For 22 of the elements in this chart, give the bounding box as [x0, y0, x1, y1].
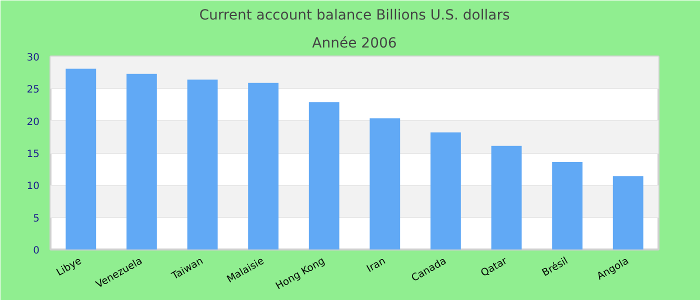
chart-subtitle: Année 2006: [312, 36, 397, 52]
y-tick-label: 10: [26, 181, 40, 192]
x-tick-label: Libye: [54, 256, 84, 279]
bar: [491, 146, 522, 250]
x-tick-label: Iran: [365, 256, 388, 275]
y-tick-label: 30: [26, 52, 40, 64]
bar: [552, 162, 582, 250]
y-tick-label: 5: [33, 213, 40, 224]
bar: [66, 68, 96, 250]
bar: [612, 176, 644, 250]
bar: [126, 74, 157, 250]
y-tick-label: 0: [33, 246, 40, 256]
bar: [308, 102, 340, 250]
y-tick-label: 25: [26, 84, 40, 96]
bar: [430, 132, 461, 250]
bar: [187, 80, 218, 250]
y-tick-label: 15: [26, 149, 40, 160]
x-tick-label: Hong Kong: [274, 256, 327, 292]
chart-title: Current account balance Billions U.S. dollars: [199, 8, 510, 24]
y-tick-label: 20: [26, 116, 40, 128]
bar: [370, 118, 400, 250]
bar: [248, 82, 278, 250]
